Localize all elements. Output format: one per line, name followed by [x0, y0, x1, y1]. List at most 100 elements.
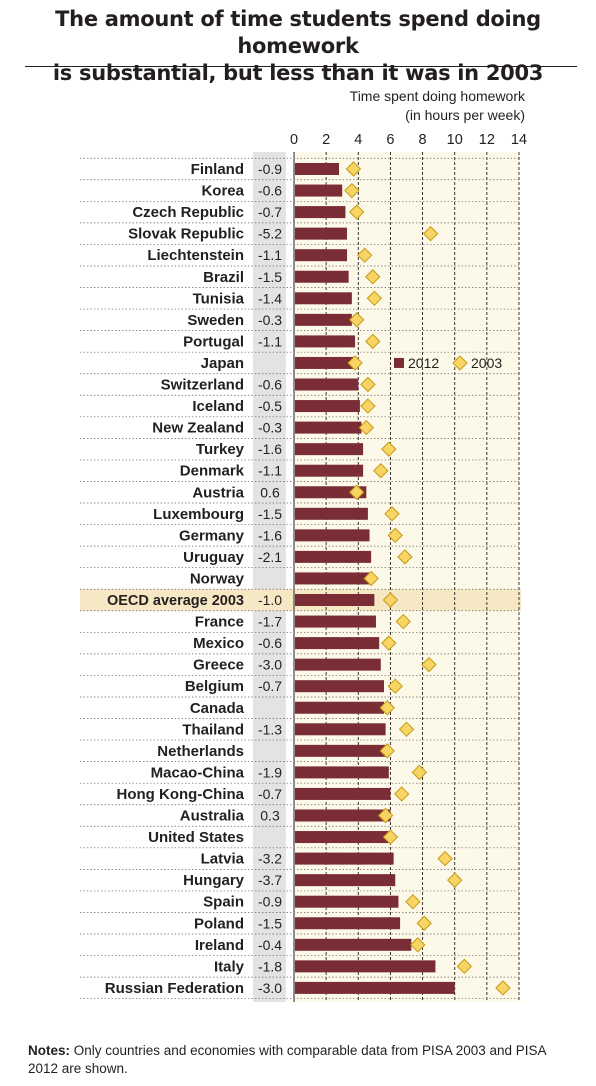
diamond-2003: [348, 204, 365, 220]
diamond-2003: [395, 613, 411, 630]
x-tick-label: 12: [479, 132, 495, 148]
country-label: Spain: [203, 894, 244, 911]
country-label: Austria: [192, 484, 244, 501]
diamond-2003: [381, 635, 397, 651]
country-label: Denmark: [180, 463, 245, 480]
country-label: Switzerland: [161, 377, 244, 394]
difference-label: -1.1: [258, 247, 282, 263]
difference-label: -3.0: [258, 657, 282, 673]
bar-2012: [295, 356, 356, 369]
bar-2012: [295, 184, 343, 197]
difference-label: -0.3: [258, 420, 282, 436]
x-tick-label: 10: [447, 132, 463, 148]
bar-2012: [295, 960, 436, 973]
diamond-2003: [405, 893, 421, 910]
country-label: Hungary: [183, 872, 245, 889]
x-tick-label: 2: [322, 132, 330, 148]
country-label: Sweden: [187, 312, 244, 329]
x-tick-label: 6: [386, 132, 394, 148]
legend-label-2012: 2012: [408, 355, 439, 371]
country-label: Tunisia: [193, 290, 245, 307]
diamond-2003: [410, 937, 426, 953]
difference-label: -1.9: [258, 764, 282, 780]
difference-label: -1.5: [258, 506, 282, 522]
diamond-2003: [393, 786, 410, 802]
country-label: Mexico: [193, 635, 244, 652]
country-label: Iceland: [192, 398, 244, 415]
bar-2012: [295, 594, 375, 606]
bar-2012: [295, 637, 380, 650]
bar-2012: [295, 421, 362, 434]
diamond-2003: [379, 743, 395, 759]
difference-label: 0.3: [260, 808, 280, 824]
legend-label-2003: 2003: [471, 355, 502, 371]
difference-label: -3.0: [258, 980, 282, 996]
bar-2012: [295, 615, 376, 628]
bar-2012: [295, 206, 346, 219]
bar-2012: [295, 701, 384, 714]
diamond-2003: [382, 592, 399, 608]
x-tick-label: 0: [290, 132, 298, 148]
difference-label: -0.9: [258, 161, 282, 177]
country-label: Russian Federation: [105, 980, 244, 997]
country-label: Canada: [190, 700, 245, 717]
bar-2012: [295, 895, 399, 908]
diamond-2003: [422, 225, 439, 242]
bar-2012: [295, 680, 384, 693]
bar-2012: [295, 658, 381, 671]
difference-label: -1.4: [258, 290, 282, 306]
x-axis-unit: (in hours per week): [405, 107, 525, 123]
chart-title: The amount of time students spend doing …: [0, 6, 596, 87]
diamond-2003: [437, 850, 453, 867]
diamond-2003: [373, 462, 389, 479]
diamond-2003: [377, 807, 394, 824]
legend-swatch-2012: [394, 357, 404, 368]
diamond-2003: [347, 355, 363, 371]
diamond-2003: [344, 182, 360, 199]
x-tick-label: 8: [419, 132, 427, 148]
country-label: Finland: [191, 161, 244, 178]
bar-2012: [295, 270, 349, 283]
diamond-2003: [397, 549, 413, 565]
diamond-2003: [387, 527, 403, 544]
bar-2012: [295, 572, 372, 585]
difference-label: -1.5: [258, 915, 282, 931]
bar-2012: [295, 981, 455, 994]
x-tick-label: 14: [511, 132, 527, 148]
diamond-2003: [447, 872, 463, 888]
diamond-2003: [360, 376, 376, 393]
bar-2012: [295, 809, 391, 822]
country-label: Ireland: [195, 937, 244, 954]
country-label: Korea: [201, 183, 244, 200]
bar-2012: [295, 313, 352, 326]
bar-2012: [295, 550, 372, 563]
diamond-2003: [384, 506, 400, 522]
x-axis-label: Time spent doing homework: [350, 88, 526, 104]
difference-label: -2.1: [258, 549, 282, 565]
country-label: Japan: [201, 355, 244, 372]
difference-label: -0.7: [258, 204, 282, 220]
diamond-2003: [456, 958, 473, 975]
x-tick-label: 4: [354, 132, 362, 148]
diamond-2003: [363, 570, 379, 587]
chart-title-line-2: is substantial, but less than it was in …: [52, 61, 544, 85]
diamond-2003: [358, 419, 375, 436]
difference-label: -1.1: [258, 463, 282, 479]
diamond-2003: [416, 915, 432, 931]
bar-2012: [295, 917, 401, 930]
difference-label: -1.1: [258, 333, 282, 349]
difference-label: 0.6: [260, 484, 280, 500]
diamond-2003: [365, 333, 381, 350]
difference-label: -0.5: [258, 398, 282, 414]
country-label: Greece: [193, 657, 244, 674]
country-label: United States: [148, 829, 244, 846]
difference-label: -0.6: [258, 635, 282, 651]
country-label: Macao-China: [151, 764, 245, 781]
bar-2012: [295, 507, 368, 520]
difference-label: -0.7: [258, 678, 282, 694]
bar-2012: [295, 787, 391, 800]
difference-label: -0.7: [258, 786, 282, 802]
difference-label: -1.5: [258, 269, 282, 285]
homework-hours-chart: Time spent doing homework (in hours per w…: [80, 88, 527, 1002]
country-label: Australia: [180, 808, 245, 825]
